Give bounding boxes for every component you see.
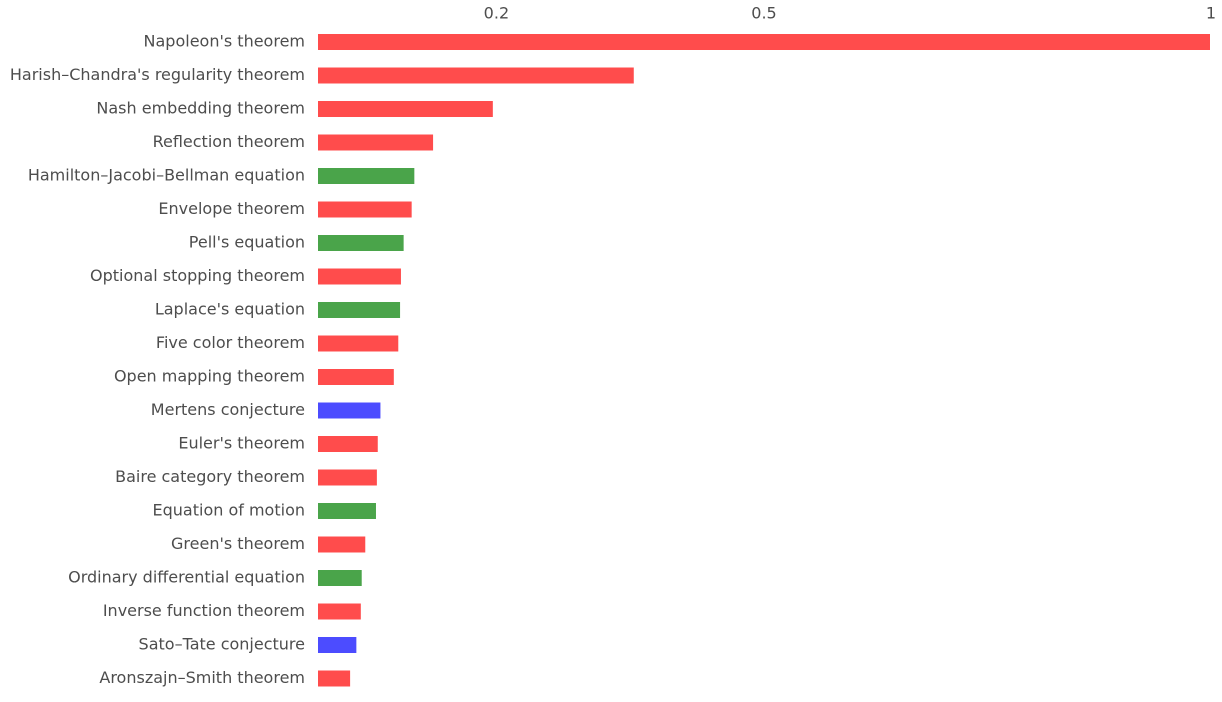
bar — [318, 134, 434, 151]
bar — [318, 369, 394, 385]
x-tick-label: 0.5 — [751, 4, 776, 23]
y-tick-label: Optional stopping theorem — [90, 266, 305, 285]
y-tick-label: Sato–Tate conjecture — [139, 635, 305, 654]
bar — [318, 201, 412, 218]
bar — [318, 570, 362, 586]
y-tick-label: Nash embedding theorem — [96, 99, 305, 118]
y-tick-label: Pell's equation — [189, 233, 305, 252]
y-tick-label: Ordinary differential equation — [68, 568, 305, 587]
bar — [318, 302, 401, 318]
y-tick-label: Open mapping theorem — [114, 367, 305, 386]
y-tick-label: Inverse function theorem — [103, 601, 305, 620]
bar — [318, 235, 404, 251]
y-tick-label: Envelope theorem — [158, 199, 305, 218]
x-tick-label: 0.2 — [484, 4, 509, 23]
bar — [318, 436, 378, 452]
y-tick-label: Reflection theorem — [153, 132, 305, 151]
bar — [318, 637, 357, 653]
bar — [318, 503, 376, 519]
y-tick-label: Hamilton–Jacobi–Bellman equation — [28, 166, 305, 185]
y-tick-label: Baire category theorem — [115, 467, 305, 486]
x-tick-label: 1 — [1206, 4, 1216, 23]
bar — [318, 536, 366, 553]
bar — [318, 268, 401, 285]
y-tick-label: Green's theorem — [171, 534, 305, 553]
bar — [318, 469, 377, 486]
y-tick-label: Five color theorem — [156, 333, 305, 352]
bar — [318, 335, 399, 352]
y-tick-label: Euler's theorem — [178, 434, 305, 453]
y-tick-label: Harish–Chandra's regularity theorem — [10, 65, 305, 84]
y-tick-label: Aronszajn–Smith theorem — [99, 668, 305, 687]
bar — [318, 670, 351, 687]
y-tick-label: Laplace's equation — [155, 300, 305, 319]
bar — [318, 168, 415, 184]
y-tick-label: Napoleon's theorem — [144, 32, 305, 51]
bar — [318, 101, 493, 117]
y-tick-label: Mertens conjecture — [151, 400, 305, 419]
bar — [318, 402, 381, 419]
bar — [318, 67, 634, 84]
bar — [318, 603, 361, 620]
y-tick-label: Equation of motion — [153, 501, 305, 520]
bar — [318, 34, 1210, 50]
